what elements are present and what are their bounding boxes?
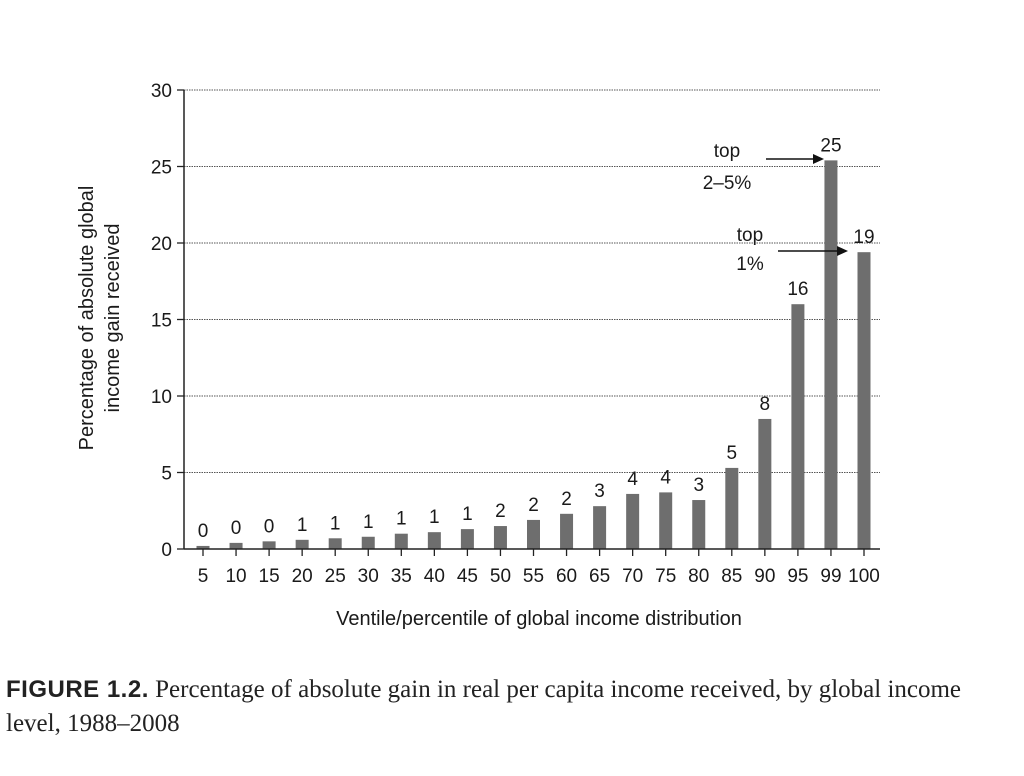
bar	[692, 500, 706, 549]
x-tick-label: 70	[622, 566, 643, 587]
bar	[857, 252, 871, 549]
x-tick-label: 95	[787, 566, 808, 587]
figure-number: FIGURE 1.2.	[6, 676, 149, 703]
bar	[394, 533, 408, 549]
x-tick-label: 5	[198, 566, 209, 587]
annotations: top 2–5% top 1%	[703, 141, 848, 275]
bar	[659, 492, 673, 549]
data-label: 4	[627, 469, 638, 490]
bar	[196, 545, 210, 549]
data-label: 0	[198, 521, 209, 542]
data-label: 4	[660, 467, 671, 488]
x-tick-label: 60	[556, 566, 577, 587]
y-axis-label-line1: Percentage of absolute global	[76, 186, 98, 451]
data-label: 0	[231, 518, 242, 539]
x-tick-label: 90	[754, 566, 775, 587]
bar	[560, 513, 574, 549]
y-tick-label: 20	[151, 234, 172, 255]
data-label: 2	[528, 495, 539, 516]
bar	[460, 529, 474, 549]
data-label: 1	[330, 513, 341, 534]
data-label: 3	[594, 481, 605, 502]
data-label: 0	[264, 516, 275, 537]
x-tick-label: 15	[259, 566, 280, 587]
x-tick-label: 85	[721, 566, 742, 587]
y-axis-label-line2: income gain received	[102, 224, 124, 413]
y-tick-label: 25	[151, 158, 172, 179]
x-tick-label: 45	[457, 566, 478, 587]
x-tick-label: 100	[848, 566, 880, 587]
data-labels: 0 0 0 1 1 1 1 1 1 2 2 2 3 4 4 3 5 8 16 25 19	[198, 135, 875, 542]
annotation-line1: top	[714, 141, 740, 162]
bar	[593, 506, 607, 549]
data-label: 5	[727, 443, 738, 464]
bar	[758, 418, 772, 549]
annotation-line2: 1%	[736, 254, 764, 275]
x-tick-label: 35	[391, 566, 412, 587]
data-label: 1	[429, 507, 440, 528]
x-tick-label: 50	[490, 566, 511, 587]
x-tick-label: 30	[358, 566, 379, 587]
bar	[229, 542, 243, 549]
y-tick-label: 5	[161, 464, 172, 485]
data-label: 16	[787, 279, 808, 300]
x-tick-label: 55	[523, 566, 544, 587]
y-tick-label: 15	[151, 311, 172, 332]
y-tick-label: 10	[151, 387, 172, 408]
annotation-arrowhead	[837, 246, 848, 256]
x-tick-label: 25	[325, 566, 346, 587]
x-tick-label: 65	[589, 566, 610, 587]
data-label: 1	[363, 512, 374, 533]
bar-series	[196, 160, 871, 549]
data-label: 2	[561, 489, 572, 510]
y-tick-label: 0	[161, 540, 172, 561]
bar	[262, 541, 276, 549]
annotation-line2: 2–5%	[703, 173, 752, 194]
data-label: 1	[396, 509, 407, 530]
x-tick-label: 75	[655, 566, 676, 587]
data-label: 19	[853, 227, 874, 248]
x-tick-label: 20	[292, 566, 313, 587]
data-label: 1	[462, 504, 473, 525]
bar	[626, 493, 640, 549]
bar	[328, 538, 342, 549]
figure-caption: FIGURE 1.2. Percentage of absolute gain …	[6, 673, 1006, 741]
x-tick-label: 80	[688, 566, 709, 587]
x-tick-label: 99	[820, 566, 841, 587]
gridlines	[184, 89, 880, 473]
bar	[725, 467, 739, 549]
annotation-line1: top	[737, 225, 763, 246]
bar	[493, 526, 507, 549]
bar	[824, 160, 838, 549]
data-label: 8	[760, 394, 771, 415]
x-axis-label: Ventile/percentile of global income dist…	[336, 608, 742, 630]
bar	[361, 536, 375, 549]
data-label: 2	[495, 501, 506, 522]
bar	[791, 304, 805, 549]
x-tick-label: 40	[424, 566, 445, 587]
x-tick-label: 10	[225, 566, 246, 587]
bar	[295, 539, 309, 549]
y-tick-label: 30	[151, 81, 172, 102]
data-label: 25	[820, 135, 841, 156]
annotation-arrowhead	[813, 154, 824, 164]
bar	[427, 532, 441, 549]
figure-caption-text: Percentage of absolute gain in real per …	[6, 676, 962, 737]
bar	[527, 519, 540, 549]
data-label: 3	[693, 475, 704, 496]
data-label: 1	[297, 515, 308, 536]
